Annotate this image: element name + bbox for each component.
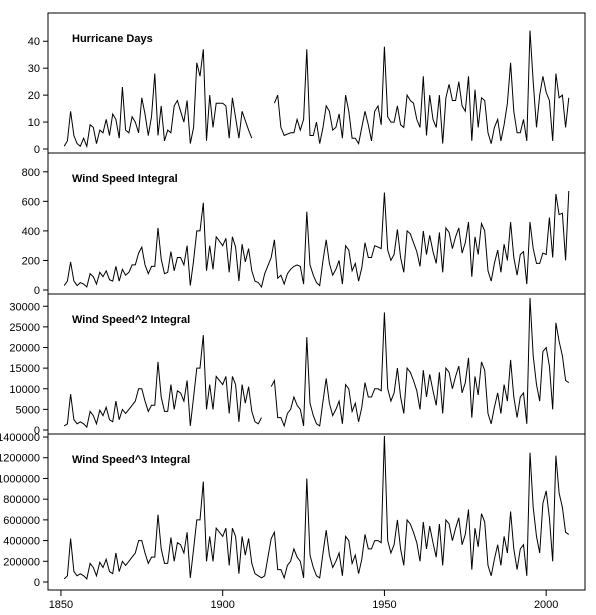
panel-3-ytick-label-1: 5000 (16, 404, 40, 416)
panel-4-ytick-label-2: 400000 (3, 536, 40, 548)
panel-2-ytick-label-1: 200 (22, 255, 40, 267)
panel-3-ytick-label-5: 25000 (9, 322, 40, 334)
panel-2-ytick-label-4: 800 (22, 167, 40, 179)
panel-3-series-line (63, 297, 570, 429)
panel-4-ytick-label-4: 800000 (3, 494, 40, 506)
panel-1-ytick-label-1: 10 (28, 117, 40, 129)
panel-3-ytick-label-6: 30000 (9, 301, 40, 313)
panel-4-ytick-label-0: 0 (34, 577, 40, 589)
panel-3-title: Wind Speed^2 Integral (72, 314, 190, 326)
panel-2-title: Wind Speed Integral (72, 173, 178, 185)
panel-2-ytick-label-0: 0 (34, 285, 40, 297)
panel-4-title: Wind Speed^3 Integral (72, 454, 190, 466)
panel-1-title: Hurricane Days (72, 33, 153, 45)
panel-2-ytick-label-2: 400 (22, 226, 40, 238)
panel-4-ytick-label-7: 1400000 (0, 432, 40, 444)
x-tick-label-1: 1900 (210, 599, 234, 611)
panel-1-ytick-label-4: 40 (28, 36, 40, 48)
panel-2-series-line (63, 190, 570, 289)
panel-1-ytick-label-3: 30 (28, 63, 40, 75)
panel-3-ytick-label-2: 10000 (9, 384, 40, 396)
panel-4-series-line (63, 435, 570, 580)
panel-1-series-line (63, 30, 570, 149)
panel-3-ytick-label-3: 15000 (9, 363, 40, 375)
panel-3-ytick-label-0: 0 (34, 425, 40, 437)
panel-4-ytick-label-6: 1200000 (0, 453, 40, 465)
panel-1-ytick-label-0: 0 (34, 144, 40, 156)
x-tick-label-0: 1850 (49, 599, 73, 611)
panel-4-ytick-label-5: 1000000 (0, 473, 40, 485)
x-tick-label-2: 1950 (372, 599, 396, 611)
panel-3-ytick-label-4: 20000 (9, 343, 40, 355)
x-tick-label-3: 2000 (534, 599, 558, 611)
panel-4-ytick-label-1: 200000 (3, 556, 40, 568)
panel-4-frame (47, 433, 586, 591)
panel-1-ytick-label-2: 20 (28, 90, 40, 102)
panel-4-ytick-label-3: 600000 (3, 515, 40, 527)
panel-2-ytick-label-3: 600 (22, 196, 40, 208)
